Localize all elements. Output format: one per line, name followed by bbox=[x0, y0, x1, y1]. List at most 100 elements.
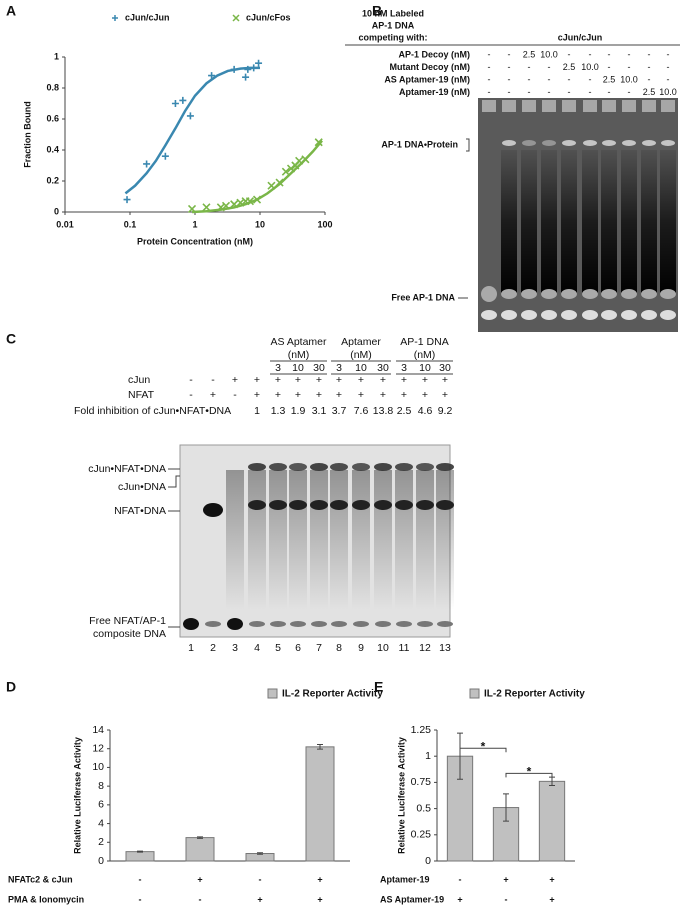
gel-band bbox=[417, 621, 433, 627]
gel-c-lane-value: + bbox=[275, 389, 281, 401]
data-point bbox=[179, 96, 187, 104]
gel-b-lane-value: - bbox=[667, 62, 670, 72]
gel-smear bbox=[226, 470, 244, 610]
condition-value: + bbox=[549, 894, 554, 904]
legend-swatch bbox=[267, 688, 278, 699]
gel-band bbox=[227, 618, 243, 630]
lane-number: 8 bbox=[336, 642, 342, 654]
data-point bbox=[245, 197, 254, 206]
y-tick-label: 0 bbox=[98, 855, 104, 867]
gel-c-group-label: AS Aptamer bbox=[270, 336, 327, 348]
gel-c-group-label: AP-1 DNA bbox=[400, 336, 448, 348]
gel-band bbox=[660, 289, 676, 299]
gel-smear bbox=[248, 470, 266, 610]
gel-band bbox=[501, 289, 517, 299]
y-tick-label: 8 bbox=[98, 780, 104, 792]
gel-band bbox=[290, 621, 306, 627]
gel-b-lane-value: - bbox=[548, 62, 551, 72]
gel-c-lane-value: 3.7 bbox=[332, 405, 347, 417]
gel-b-lane-value: 10.0 bbox=[620, 74, 638, 84]
data-point bbox=[230, 200, 239, 209]
gel-band bbox=[541, 289, 557, 299]
gel-band bbox=[502, 140, 516, 146]
gel-b-lane-value: 2.5 bbox=[603, 74, 616, 84]
data-point bbox=[187, 204, 197, 213]
gel-c-concentration: 10 bbox=[355, 362, 367, 374]
gel-band bbox=[310, 463, 328, 471]
gel-c-lane-value: 9.2 bbox=[438, 405, 453, 417]
gel-band bbox=[660, 310, 676, 320]
y-tick-label: 0 bbox=[425, 855, 431, 867]
gel-b-lane-value: - bbox=[528, 62, 531, 72]
gel-band bbox=[582, 289, 598, 299]
gel-b-lane-value: 10.0 bbox=[659, 87, 677, 97]
gel-well bbox=[502, 100, 516, 112]
gel-band bbox=[205, 621, 221, 627]
gel-c-lane-value: + bbox=[422, 374, 428, 386]
data-point bbox=[295, 156, 304, 165]
gel-smear bbox=[352, 470, 370, 610]
condition-value: - bbox=[139, 894, 142, 904]
gel-b-band-label: AP-1 DNA•Protein bbox=[381, 139, 458, 149]
y-tick-label: 0.2 bbox=[46, 175, 59, 185]
gel-b-lane-value: - bbox=[528, 74, 531, 84]
gel-band bbox=[416, 500, 434, 510]
gel-c-lane-value: - bbox=[233, 389, 237, 401]
data-point bbox=[186, 112, 194, 120]
y-tick-label: 6 bbox=[98, 799, 104, 811]
gel-c-lane-value: + bbox=[254, 374, 260, 386]
error-bar bbox=[317, 744, 323, 750]
gel-b-row-label: AP-1 Decoy (nM) bbox=[398, 49, 470, 59]
gel-band bbox=[416, 463, 434, 471]
gel-band bbox=[542, 140, 556, 146]
data-point bbox=[250, 64, 258, 72]
gel-well bbox=[522, 100, 536, 112]
condition-label: NFATc2 & cJun bbox=[8, 874, 73, 884]
lane-number: 13 bbox=[439, 642, 451, 654]
gel-c-band-label: cJun•DNA bbox=[118, 481, 166, 493]
gel-band bbox=[203, 503, 223, 517]
lane-number: 11 bbox=[399, 642, 410, 654]
gel-b-lane-value: - bbox=[589, 49, 592, 59]
gel-b-lane-value: - bbox=[548, 87, 551, 97]
gel-smear bbox=[660, 150, 676, 295]
data-point bbox=[244, 65, 252, 73]
data-point bbox=[221, 201, 231, 210]
gel-b-lane-value: - bbox=[548, 74, 551, 84]
gel-c-lane-value: + bbox=[295, 389, 301, 401]
y-tick-label: 1 bbox=[54, 51, 59, 61]
gel-smear bbox=[541, 150, 557, 295]
fit-curve bbox=[124, 66, 260, 195]
lane-number: 12 bbox=[419, 642, 431, 654]
gel-c-lane-value: + bbox=[380, 389, 386, 401]
gel-b-lane-value: - bbox=[628, 49, 631, 59]
gel-b-lane-value: 2.5 bbox=[563, 62, 576, 72]
gel-c-lane-value: 1.9 bbox=[291, 405, 306, 417]
gel-well bbox=[642, 100, 656, 112]
gel-c-lane-value: + bbox=[422, 389, 428, 401]
gel-b-lane-value: - bbox=[648, 49, 651, 59]
gel-c-lane-value: 7.6 bbox=[354, 405, 369, 417]
gel-band bbox=[183, 618, 199, 630]
condition-value: + bbox=[549, 874, 554, 884]
gel-band bbox=[583, 140, 597, 146]
x-tick-label: 0.01 bbox=[56, 219, 74, 229]
gel-b-lane-value: - bbox=[568, 49, 571, 59]
legend-label: IL-2 Reporter Activity bbox=[282, 689, 383, 700]
condition-value: + bbox=[257, 894, 262, 904]
gel-band bbox=[562, 140, 576, 146]
gel-well bbox=[482, 100, 496, 112]
gel-b-lane-value: - bbox=[608, 49, 611, 59]
gel-band bbox=[352, 500, 370, 510]
panel-label: D bbox=[6, 679, 16, 695]
legend-label: cJun/cFos bbox=[246, 12, 291, 22]
bracket bbox=[466, 138, 470, 152]
gel-band bbox=[395, 463, 413, 471]
gel-b-lane-value: 2.5 bbox=[523, 49, 536, 59]
gel-band bbox=[330, 463, 348, 471]
gel-c-group-label: Aptamer bbox=[341, 336, 381, 348]
gel-c-group-unit: (nM) bbox=[414, 349, 436, 361]
error-bar bbox=[197, 836, 203, 839]
gel-band bbox=[374, 463, 392, 471]
gel-well bbox=[622, 100, 636, 112]
